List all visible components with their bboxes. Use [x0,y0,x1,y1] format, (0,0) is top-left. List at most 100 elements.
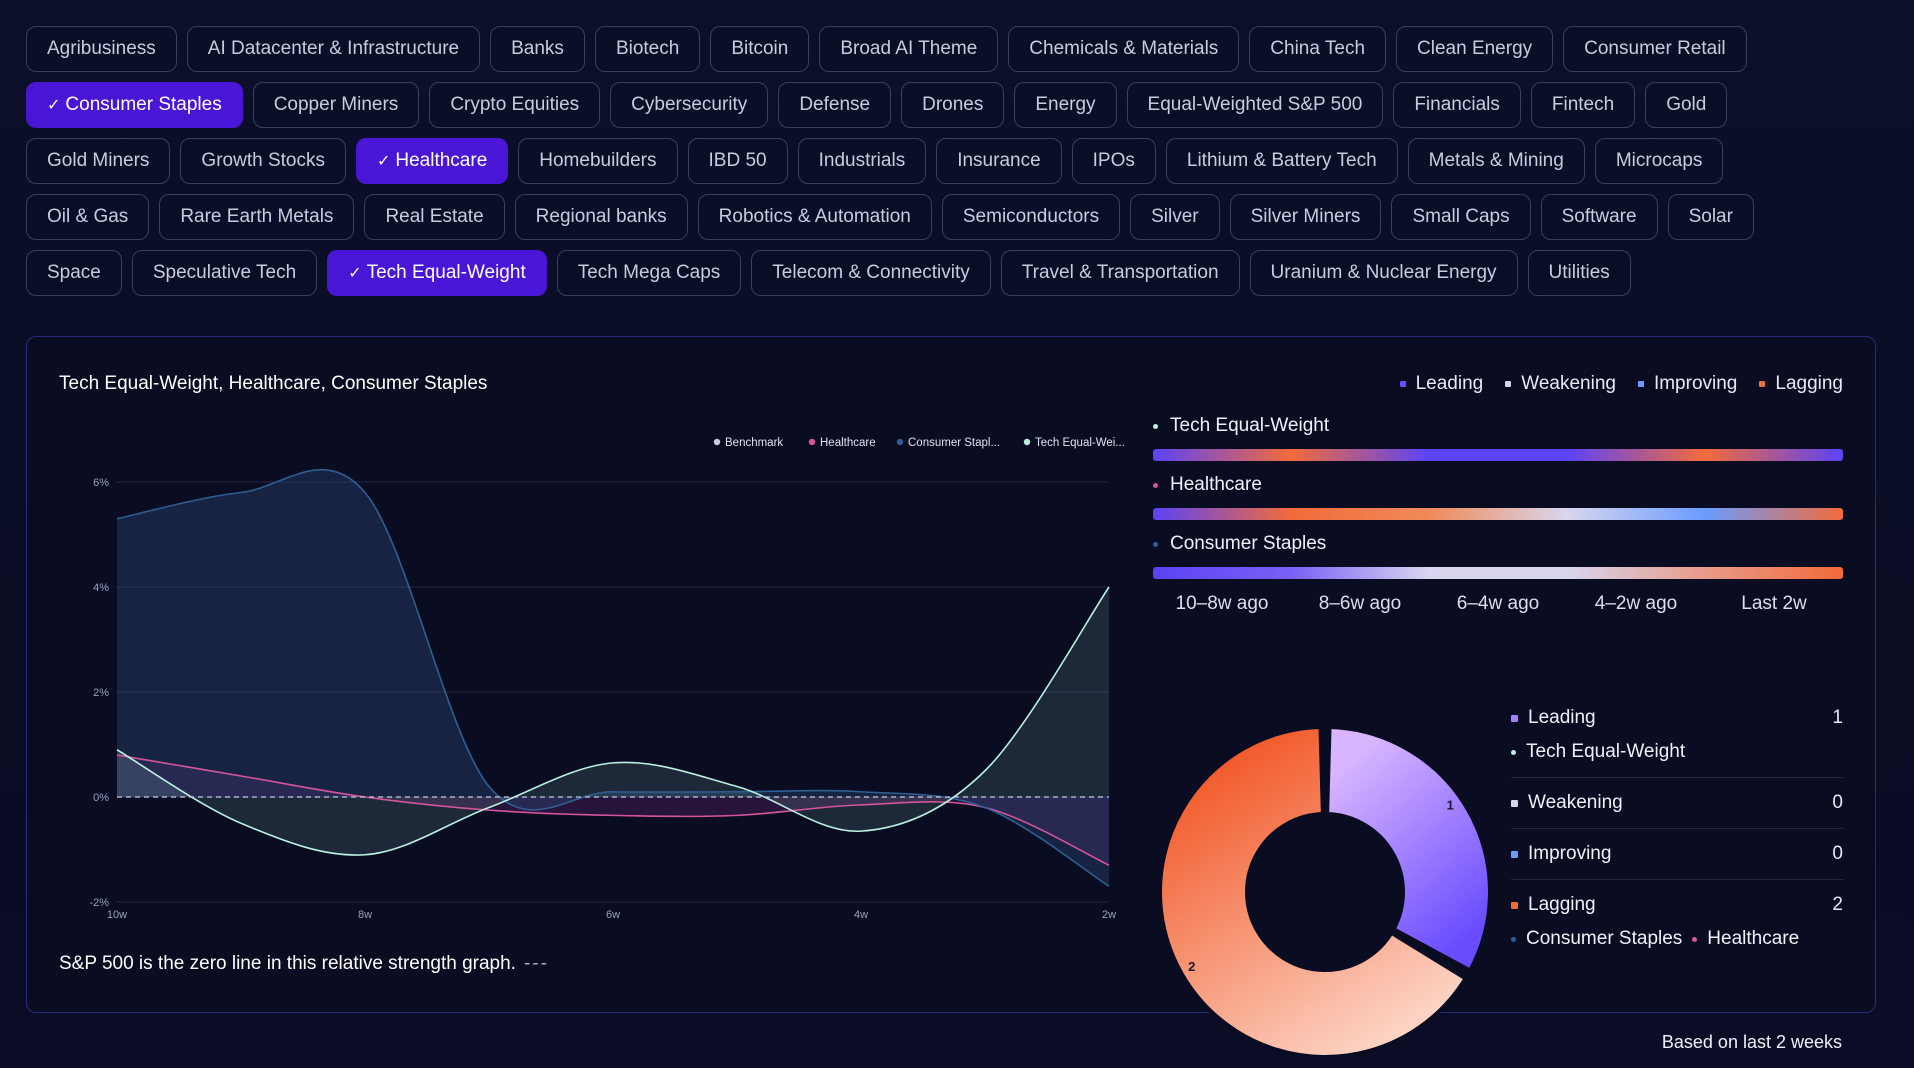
chip-speculative-tech[interactable]: Speculative Tech [131,250,318,296]
chip-cybersecurity[interactable]: Cybersecurity [610,82,769,128]
member-consumer-staples[interactable]: Consumer Staples [1511,928,1682,950]
quadrant-label: Improving [1511,843,1611,865]
chip-homebuilders[interactable]: Homebuilders [518,138,678,184]
legend-improving[interactable]: Improving [1637,373,1737,395]
member-dot [1692,936,1698,942]
legend-lagging[interactable]: Lagging [1759,373,1843,395]
chip-real-estate[interactable]: Real Estate [364,194,505,240]
chip-tech-mega-caps[interactable]: Tech Mega Caps [556,250,742,296]
chip-label: Consumer Retail [1584,38,1726,59]
chip-defense[interactable]: Defense [778,82,892,128]
chip-semiconductors[interactable]: Semiconductors [941,194,1121,240]
series-legend-label[interactable]: Healthcare [820,437,876,449]
member-healthcare[interactable]: Healthcare [1692,928,1799,950]
chip-equal-weighted-sandp-500[interactable]: Equal-Weighted S&P 500 [1126,82,1384,128]
legend-dot [1759,381,1766,387]
chip-small-caps[interactable]: Small Caps [1391,194,1531,240]
check-icon: ✓ [376,153,391,170]
chip-consumer-staples[interactable]: ✓ Consumer Staples [26,82,243,128]
chip-tech-equal-weight[interactable]: ✓ Tech Equal-Weight [327,250,547,296]
chip-ibd-50[interactable]: IBD 50 [687,138,788,184]
quadrant-label: Weakening [1511,792,1623,814]
chip-financials[interactable]: Financials [1393,82,1521,128]
chip-label: Fintech [1551,94,1615,115]
x-tick-label: 10w [107,909,127,921]
chip-microcaps[interactable]: Microcaps [1594,138,1724,184]
rotation-gradient-bar[interactable] [1153,567,1843,579]
chip-row: Oil & Gas Rare Earth Metals Real Estate Reg… [26,194,1886,240]
donut-slice-lagging[interactable] [1158,725,1468,1059]
chip-gold-miners[interactable]: Gold Miners [26,138,171,184]
chip-rare-earth-metals[interactable]: Rare Earth Metals [159,194,355,240]
week-label: 4–2w ago [1594,593,1678,614]
chip-lithium-and-battery-tech[interactable]: Lithium & Battery Tech [1165,138,1398,184]
chip-label: Silver Miners [1250,206,1361,227]
rotation-gradient-bar[interactable] [1153,449,1843,461]
chip-growth-stocks[interactable]: Growth Stocks [180,138,346,184]
quadrant-row[interactable]: Leading 1 [1511,707,1843,729]
series-line-tech-equal-weight[interactable] [116,586,1110,856]
chip-drones[interactable]: Drones [901,82,1005,128]
rotation-gradient-bar[interactable] [1153,508,1843,520]
chip-consumer-retail[interactable]: Consumer Retail [1563,26,1747,72]
chip-copper-miners[interactable]: Copper Miners [252,82,420,128]
chip-broad-ai-theme[interactable]: Broad AI Theme [819,26,999,72]
quadrant-group-leading: Leading 1 Tech Equal-Weight [1511,707,1843,778]
chip-label: Biotech [615,38,680,59]
chip-label: Telecom & Connectivity [772,262,970,283]
series-legend-label[interactable]: Consumer Stapl... [908,437,1000,449]
series-legend-label[interactable]: Benchmark [725,437,783,449]
rotation-bar-consumer-staples: Consumer Staples [1153,533,1843,579]
chip-energy[interactable]: Energy [1014,82,1117,128]
chip-row: Gold Miners Growth Stocks ✓ Healthcare Homeb… [26,138,1886,184]
chip-software[interactable]: Software [1540,194,1658,240]
chip-banks[interactable]: Banks [490,26,585,72]
quadrant-group-improving: Improving 0 [1511,843,1843,880]
chip-label: Broad AI Theme [840,38,978,59]
chip-agribusiness[interactable]: Agribusiness [26,26,177,72]
quadrant-legend: Leading Weakening Improving Lagging [1399,373,1843,395]
quadrant-row[interactable]: Lagging 2 [1511,894,1843,916]
chip-chemicals-and-materials[interactable]: Chemicals & Materials [1008,26,1240,72]
chip-oil-and-gas[interactable]: Oil & Gas [26,194,150,240]
chip-biotech[interactable]: Biotech [594,26,701,72]
chip-telecom-and-connectivity[interactable]: Telecom & Connectivity [751,250,991,296]
week-label: 6–4w ago [1456,593,1540,614]
y-tick-label: 2% [93,687,109,699]
chip-label: Lithium & Battery Tech [1186,150,1377,171]
chip-china-tech[interactable]: China Tech [1249,26,1387,72]
chip-gold[interactable]: Gold [1645,82,1728,128]
chip-label: AI Datacenter & Infrastructure [207,38,460,59]
chip-fintech[interactable]: Fintech [1530,82,1636,128]
chip-robotics-and-automation[interactable]: Robotics & Automation [697,194,932,240]
chip-travel-and-transportation[interactable]: Travel & Transportation [1000,250,1240,296]
chip-uranium-and-nuclear-energy[interactable]: Uranium & Nuclear Energy [1249,250,1518,296]
chip-ipos[interactable]: IPOs [1071,138,1156,184]
chip-solar[interactable]: Solar [1667,194,1754,240]
chip-silver-miners[interactable]: Silver Miners [1229,194,1382,240]
chip-crypto-equities[interactable]: Crypto Equities [429,82,601,128]
chip-silver[interactable]: Silver [1130,194,1220,240]
chip-utilities[interactable]: Utilities [1527,250,1631,296]
quadrant-row[interactable]: Weakening 0 [1511,792,1843,814]
chip-clean-energy[interactable]: Clean Energy [1396,26,1554,72]
chip-healthcare[interactable]: ✓ Healthcare [355,138,509,184]
member-tech-equal-weight[interactable]: Tech Equal-Weight [1511,741,1685,763]
chip-industrials[interactable]: Industrials [797,138,927,184]
chip-insurance[interactable]: Insurance [936,138,1062,184]
legend-weakening[interactable]: Weakening [1505,373,1616,395]
chip-ai-datacenter-and-infrastructure[interactable]: AI Datacenter & Infrastructure [186,26,481,72]
donut-slice-leading[interactable] [1325,725,1492,973]
chip-metals-and-mining[interactable]: Metals & Mining [1407,138,1585,184]
chip-regional-banks[interactable]: Regional banks [514,194,688,240]
chip-label: Chemicals & Materials [1029,38,1219,59]
chip-bitcoin[interactable]: Bitcoin [710,26,810,72]
chip-label: Small Caps [1412,206,1510,227]
quadrant-row[interactable]: Improving 0 [1511,843,1843,865]
series-legend-dot [896,438,904,446]
chart-note-text: S&P 500 is the zero line in this relativ… [59,953,516,974]
series-legend-dot [713,438,721,446]
series-legend-label[interactable]: Tech Equal-Wei... [1035,437,1125,449]
legend-leading[interactable]: Leading [1399,373,1483,395]
chip-space[interactable]: Space [26,250,122,296]
